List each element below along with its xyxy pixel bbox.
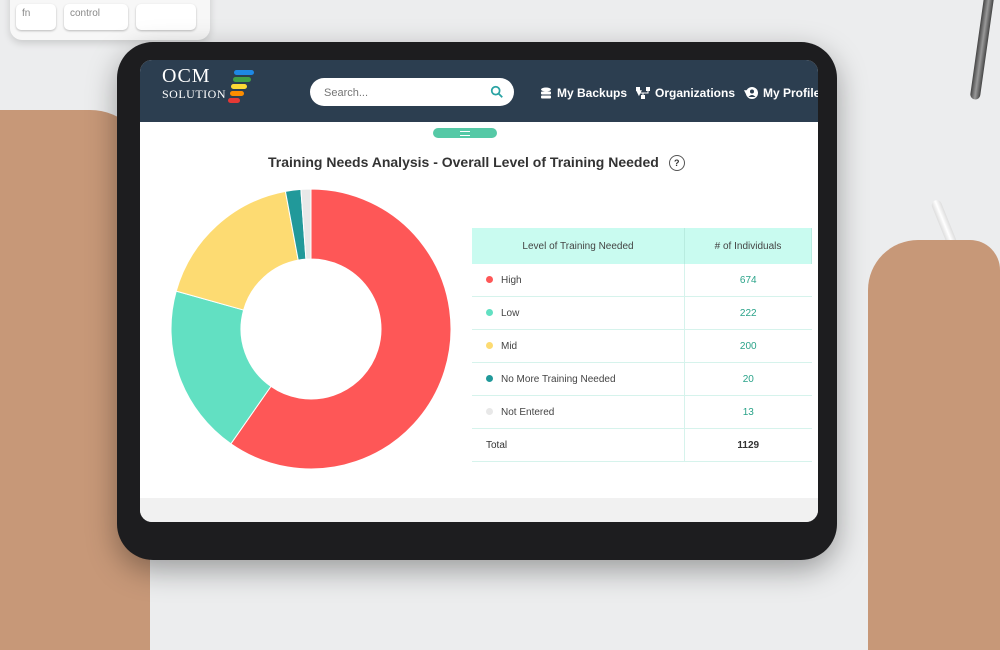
total-value: 1129 [684, 428, 812, 462]
footer-strip [140, 498, 818, 522]
logo-bar [228, 98, 240, 103]
row-label-cell: High [472, 264, 685, 297]
nav-my-profile[interactable]: My Profile [746, 86, 818, 100]
row-value: 674 [684, 264, 812, 297]
total-label: Total [472, 428, 685, 462]
legend-dot [486, 309, 493, 317]
donut-slice-not-entered[interactable] [300, 188, 312, 260]
logo[interactable]: OCM SOLUTION [162, 66, 226, 100]
nav-my-profile-label: My Profile [763, 86, 818, 100]
legend-dot [486, 408, 493, 416]
row-label: No More Training Needed [501, 373, 616, 385]
row-label-cell: Not Entered [472, 395, 685, 429]
pen [969, 0, 997, 101]
org-chart-icon [636, 87, 650, 99]
key-blank [136, 4, 196, 30]
col-header-level: Level of Training Needed [472, 228, 685, 264]
chart-title-text: Training Needs Analysis - Overall Level … [268, 154, 659, 170]
search-icon[interactable] [490, 85, 504, 99]
logo-bar [232, 77, 251, 82]
row-label: Not Entered [501, 406, 555, 418]
donut-slice-low[interactable] [170, 290, 272, 445]
key-control: control [64, 4, 128, 30]
row-label: High [501, 274, 522, 286]
row-label-cell: Low [472, 296, 685, 330]
legend-dot [486, 342, 493, 350]
training-table: Level of Training Needed # of Individual… [472, 228, 812, 462]
row-label-cell: Mid [472, 329, 685, 363]
database-icon [541, 87, 551, 98]
row-value: 20 [684, 362, 812, 396]
collapse-handle[interactable] [433, 128, 497, 138]
help-icon[interactable]: ? [668, 155, 685, 172]
right-hand [868, 240, 1000, 650]
key-fn: fn [16, 4, 56, 30]
donut-slice-mid[interactable] [175, 190, 299, 311]
logo-text-solution: SOLUTION [162, 87, 226, 101]
nav-my-backups[interactable]: My Backups ▼ [540, 86, 644, 100]
table-row: Low 222 [472, 296, 812, 330]
search-box[interactable] [310, 78, 514, 108]
col-header-count: # of Individuals [684, 228, 812, 264]
row-value: 200 [684, 329, 812, 363]
logo-text-ocm: OCM [162, 65, 211, 87]
logo-bar [229, 91, 244, 96]
keyboard: fn control [10, 0, 210, 40]
nav-organizations-label: Organizations [655, 86, 736, 100]
search-input[interactable] [322, 78, 488, 108]
logo-bars-icon [228, 70, 254, 103]
top-navbar: OCM SOLUTION My Backups ▼ [140, 60, 818, 122]
row-label: Low [501, 307, 520, 319]
logo-bar [231, 84, 247, 89]
row-value: 222 [684, 296, 812, 330]
logo-bar [234, 70, 254, 75]
table-row: Mid 200 [472, 329, 812, 363]
donut-chart [170, 188, 452, 470]
legend-dot [486, 276, 493, 284]
row-label: Mid [501, 340, 518, 352]
row-label-cell: No More Training Needed [472, 362, 685, 396]
table-row: No More Training Needed 20 [472, 362, 812, 396]
chart-title: Training Needs Analysis - Overall Level … [268, 154, 685, 172]
app-screen: OCM SOLUTION My Backups ▼ [140, 60, 818, 522]
user-icon [746, 87, 758, 99]
table-total-row: Total 1129 [472, 428, 812, 462]
nav-my-backups-label: My Backups [557, 86, 628, 100]
table-row: Not Entered 13 [472, 395, 812, 429]
nav-organizations[interactable]: Organizations ▼ [636, 86, 752, 100]
legend-dot [486, 375, 493, 383]
donut-slice-high[interactable] [230, 188, 452, 470]
table-row: High 674 [472, 264, 812, 297]
row-value: 13 [684, 395, 812, 429]
